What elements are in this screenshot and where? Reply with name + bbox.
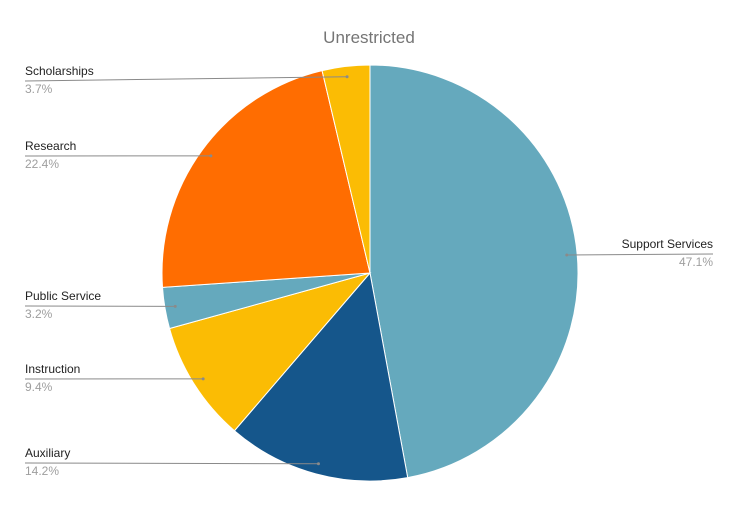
leader-line-support-services (566, 253, 714, 256)
slice-labels: Support Services 47.1% Auxiliary 14.2% Instr… (24, 64, 714, 478)
slice-percent-instruction: 9.4% (25, 380, 53, 394)
slice-percent-public-service: 3.2% (25, 307, 53, 321)
pie-slice-instruction[interactable] (168, 272, 372, 432)
slice-label-support-services: Support Services (622, 237, 713, 251)
leader-line-auxiliary (24, 462, 319, 465)
slice-label-research: Research (25, 139, 76, 153)
slice-percent-scholarships: 3.7% (25, 82, 53, 96)
pie-slices (161, 64, 579, 482)
slice-label-public-service: Public Service (25, 289, 101, 303)
pie-slice-auxiliary[interactable] (233, 271, 409, 482)
pie-slice-scholarships[interactable] (321, 64, 371, 274)
slice-percent-support-services: 47.1% (679, 255, 713, 269)
pie-slice-support-services[interactable] (369, 64, 579, 479)
slice-percent-auxiliary: 14.2% (25, 464, 59, 478)
slice-label-instruction: Instruction (25, 362, 80, 376)
leader-line-scholarships (24, 76, 348, 82)
slice-label-auxiliary: Auxiliary (25, 446, 70, 460)
slice-percent-research: 22.4% (25, 157, 59, 171)
pie-slice-research[interactable] (161, 69, 371, 288)
leader-dot-support-services (565, 253, 569, 257)
slice-label-scholarships: Scholarships (25, 64, 94, 78)
chart-title: Unrestricted (323, 28, 415, 47)
